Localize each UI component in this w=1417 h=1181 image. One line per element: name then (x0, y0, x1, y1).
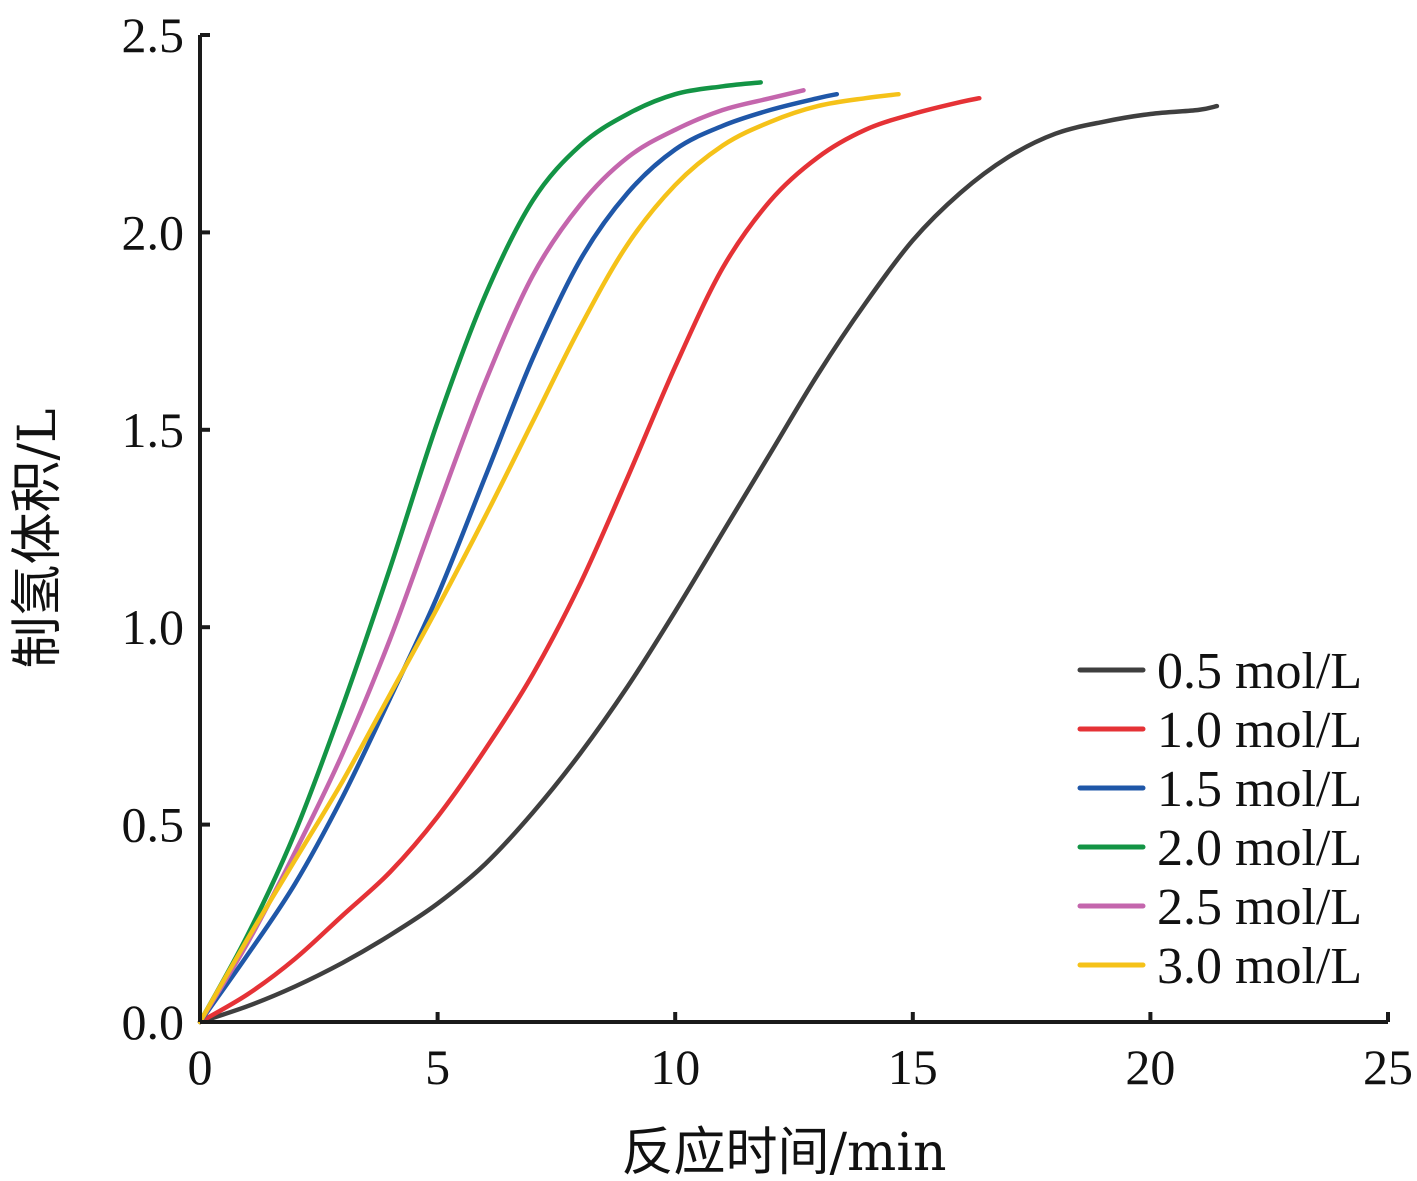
x-tick-label: 5 (425, 1039, 450, 1095)
legend-label: 2.0 mol/L (1157, 820, 1362, 877)
series-line-5 (197, 91, 901, 1025)
series-line-0 (197, 103, 1220, 1025)
y-tick-label: 0.0 (122, 994, 185, 1050)
x-axis-title: 反应时间/min (622, 1123, 947, 1181)
legend-label: 3.0 mol/L (1157, 938, 1362, 995)
legend-label: 1.0 mol/L (1157, 702, 1362, 759)
y-tick-label: 1.5 (122, 402, 185, 458)
axes-layer (198, 35, 1388, 1024)
ticks-layer: 0 5 10 15 20 25 0.0 0.5 1.0 1.5 2.0 2.5 (122, 7, 1414, 1095)
series-line-1 (197, 95, 982, 1025)
x-tick-label: 20 (1125, 1039, 1175, 1095)
x-tick-label: 25 (1363, 1039, 1413, 1095)
x-tick-label: 15 (888, 1039, 938, 1095)
y-tick-label: 0.5 (122, 797, 185, 853)
y-tick-label: 1.0 (122, 599, 185, 655)
legend-label: 1.5 mol/L (1157, 761, 1362, 818)
y-tick-label: 2.0 (122, 204, 185, 260)
series-line-3 (197, 80, 763, 1025)
x-tick-label: 0 (188, 1039, 213, 1095)
legend-label: 2.5 mol/L (1157, 879, 1362, 936)
series-line-4 (197, 88, 806, 1025)
series-layer (197, 80, 1220, 1025)
legend: 0.5 mol/L1.0 mol/L1.5 mol/L2.0 mol/L2.5 … (1077, 643, 1362, 995)
y-axis-title: 制氢体积/L (8, 408, 68, 668)
legend-label: 0.5 mol/L (1157, 643, 1362, 700)
x-tick-label: 10 (650, 1039, 700, 1095)
series-line-2 (197, 91, 840, 1025)
y-tick-label: 2.5 (122, 7, 185, 63)
